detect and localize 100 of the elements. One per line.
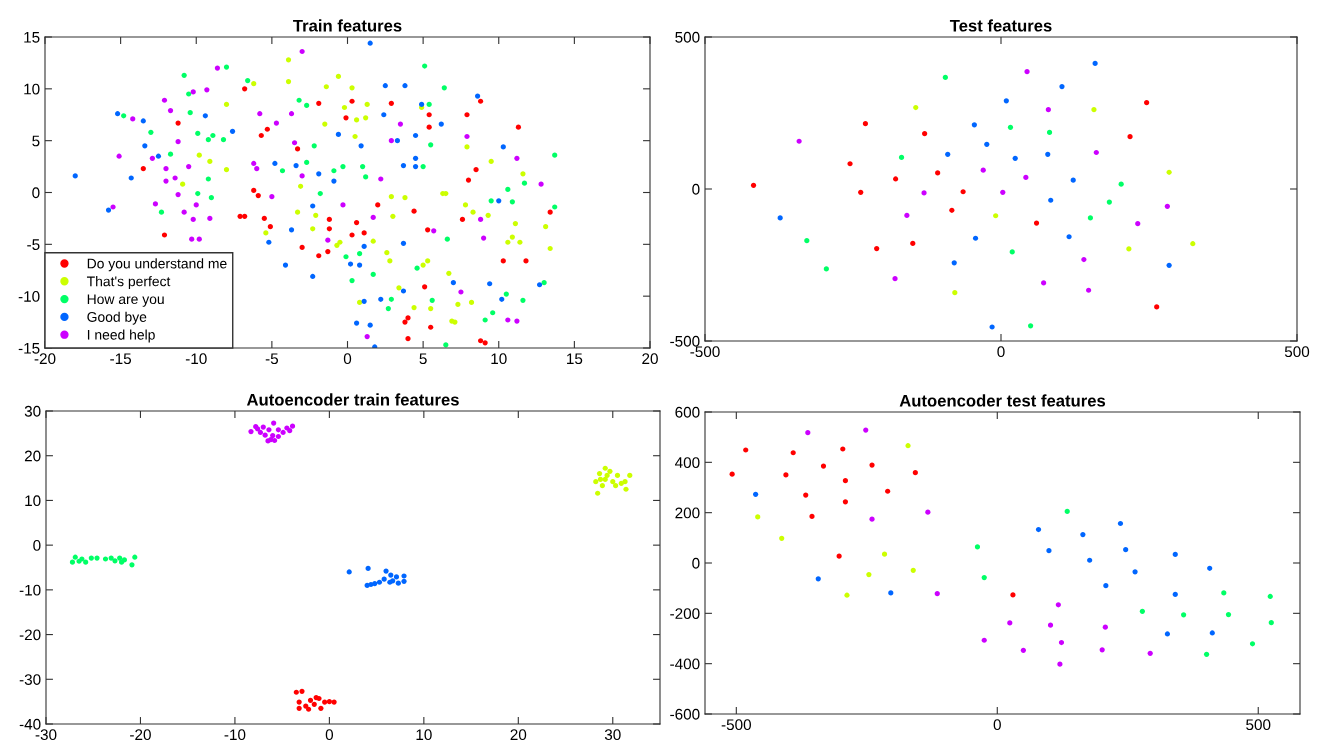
point	[296, 699, 302, 705]
legend-label: Do you understand me	[87, 258, 227, 272]
point	[952, 290, 958, 296]
point	[163, 166, 169, 172]
point	[1190, 241, 1196, 247]
point	[288, 111, 295, 117]
point	[1045, 107, 1051, 113]
point	[367, 322, 373, 328]
point	[310, 273, 316, 280]
point	[523, 258, 529, 264]
point	[270, 432, 276, 439]
point	[1172, 551, 1178, 558]
point	[888, 590, 894, 596]
point	[1181, 612, 1187, 618]
point	[375, 202, 381, 208]
point	[420, 163, 426, 170]
point	[388, 138, 394, 144]
point	[261, 215, 267, 222]
point	[331, 699, 337, 705]
point	[1166, 169, 1172, 175]
point	[400, 288, 407, 294]
point	[275, 433, 281, 440]
y-tick-label: 200	[675, 507, 700, 519]
point	[190, 216, 196, 223]
point	[1139, 608, 1145, 614]
point	[251, 187, 257, 194]
point	[285, 78, 292, 85]
point	[428, 324, 434, 330]
point	[925, 509, 931, 515]
point	[149, 155, 155, 161]
point	[275, 427, 281, 433]
point	[72, 554, 78, 560]
point	[1144, 100, 1150, 106]
point	[481, 235, 487, 241]
point	[69, 559, 76, 565]
point	[547, 209, 553, 215]
point	[607, 468, 613, 474]
point	[248, 428, 254, 435]
point	[110, 204, 116, 210]
point	[357, 299, 363, 305]
point	[266, 427, 272, 433]
point	[455, 301, 461, 308]
point	[353, 320, 360, 326]
point	[951, 260, 957, 266]
point	[921, 190, 927, 196]
point	[1091, 107, 1097, 113]
point	[464, 133, 470, 140]
point	[520, 297, 526, 303]
point	[980, 167, 986, 173]
point	[266, 239, 272, 245]
y-tick-label: 0	[692, 183, 700, 195]
point	[517, 239, 523, 245]
point	[299, 48, 305, 55]
point	[543, 224, 549, 230]
point	[304, 102, 310, 109]
point	[862, 121, 869, 127]
point	[204, 87, 210, 93]
point	[468, 299, 475, 305]
point	[361, 298, 367, 304]
y-tick-label: -400	[670, 658, 700, 670]
point	[396, 285, 402, 291]
point	[223, 101, 230, 107]
point	[382, 83, 388, 89]
point	[1041, 280, 1047, 286]
point	[167, 151, 174, 157]
point	[411, 208, 417, 214]
point	[790, 450, 796, 456]
point	[414, 265, 420, 271]
point	[316, 171, 322, 177]
point	[866, 571, 872, 578]
point	[385, 306, 391, 312]
point	[1087, 215, 1093, 221]
point	[205, 176, 211, 182]
y-tick-label: -20	[19, 629, 41, 641]
point	[1007, 620, 1013, 626]
legend-label: That's perfect	[86, 276, 171, 290]
point	[94, 555, 100, 561]
point	[485, 212, 491, 218]
x-tick-label: 30	[604, 729, 621, 741]
point	[520, 171, 526, 177]
point	[121, 113, 127, 119]
point	[189, 236, 195, 242]
point	[279, 168, 286, 174]
point	[1000, 189, 1006, 195]
point	[318, 705, 324, 711]
point	[1033, 220, 1040, 226]
point	[271, 420, 277, 426]
point	[335, 73, 342, 79]
point	[363, 115, 369, 121]
y-tick-label: 10	[25, 495, 41, 507]
point	[196, 236, 202, 242]
point	[1225, 611, 1232, 618]
point	[892, 276, 898, 282]
point	[140, 118, 146, 124]
x-tick-label: -10	[224, 729, 246, 741]
point	[1046, 129, 1053, 136]
point	[397, 121, 404, 127]
point	[885, 488, 891, 494]
y-tick-label: -10	[18, 291, 40, 302]
point	[187, 110, 193, 116]
